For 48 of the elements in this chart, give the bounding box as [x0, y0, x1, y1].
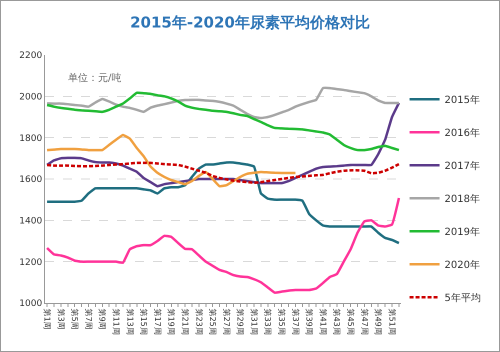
line-series: [46, 92, 400, 152]
x-tick-label: 第17周: [152, 308, 162, 335]
x-tick-label: 第15周: [139, 308, 148, 335]
line-series: [46, 86, 400, 120]
y-tick-label: 2000: [19, 92, 42, 102]
y-tick-label: 1800: [19, 134, 42, 144]
legend-label: 2020年: [444, 259, 480, 272]
y-tick-label: 1000: [19, 299, 42, 310]
x-tick-label: 第19周: [166, 308, 176, 335]
x-tick-label: 第49周: [374, 308, 383, 335]
x-tick-label: 第13周: [125, 308, 134, 335]
legend-label: 2017年: [444, 160, 480, 172]
line-series: [46, 134, 297, 188]
x-tick-label: 第1周: [42, 308, 52, 330]
legend-label: 2019年: [444, 226, 480, 238]
x-tick-label: 第37周: [290, 308, 300, 335]
x-tick-label: 第25周: [208, 308, 218, 335]
legend-label: 2018年: [444, 193, 480, 206]
legend-label: 5年平均: [444, 292, 481, 304]
x-tick-label: 第7周: [84, 308, 93, 330]
x-tick-label: 第5周: [70, 308, 80, 330]
y-tick-label: 2200: [19, 51, 42, 62]
line-series: [46, 162, 400, 184]
x-tick-label: 第35周: [277, 308, 286, 335]
y-tick-label: 1400: [19, 216, 42, 226]
x-tick-label: 第21周: [180, 308, 190, 335]
x-tick-label: 第33周: [263, 308, 272, 335]
x-tick-label: 第41周: [318, 308, 328, 335]
x-tick-label: 第23周: [194, 308, 204, 335]
line-series: [46, 196, 400, 294]
x-tick-label: 第29周: [236, 308, 245, 335]
line-series: [46, 161, 400, 244]
x-tick-label: 第27周: [222, 308, 231, 335]
x-tick-label: 第31周: [249, 308, 258, 335]
legend-label: 2015年: [444, 94, 480, 106]
chart-title: 2015年-2020年尿素平均价格对比: [130, 13, 370, 32]
annotation: 单位：元/吨: [68, 72, 122, 84]
x-tick-label: 第3周: [56, 308, 66, 330]
legend-label: 2016年: [444, 127, 480, 140]
x-tick-label: 第47周: [360, 308, 369, 335]
x-tick-label: 第51周: [387, 308, 396, 335]
y-tick-label: 1600: [19, 175, 42, 186]
x-tick-label: 第45周: [346, 308, 356, 335]
x-tick-label: 第43周: [332, 308, 342, 335]
x-tick-label: 第11周: [111, 308, 120, 335]
x-tick-label: 第39周: [304, 308, 314, 335]
y-tick-label: 1200: [19, 258, 42, 268]
x-tick-label: 第9周: [98, 308, 107, 330]
